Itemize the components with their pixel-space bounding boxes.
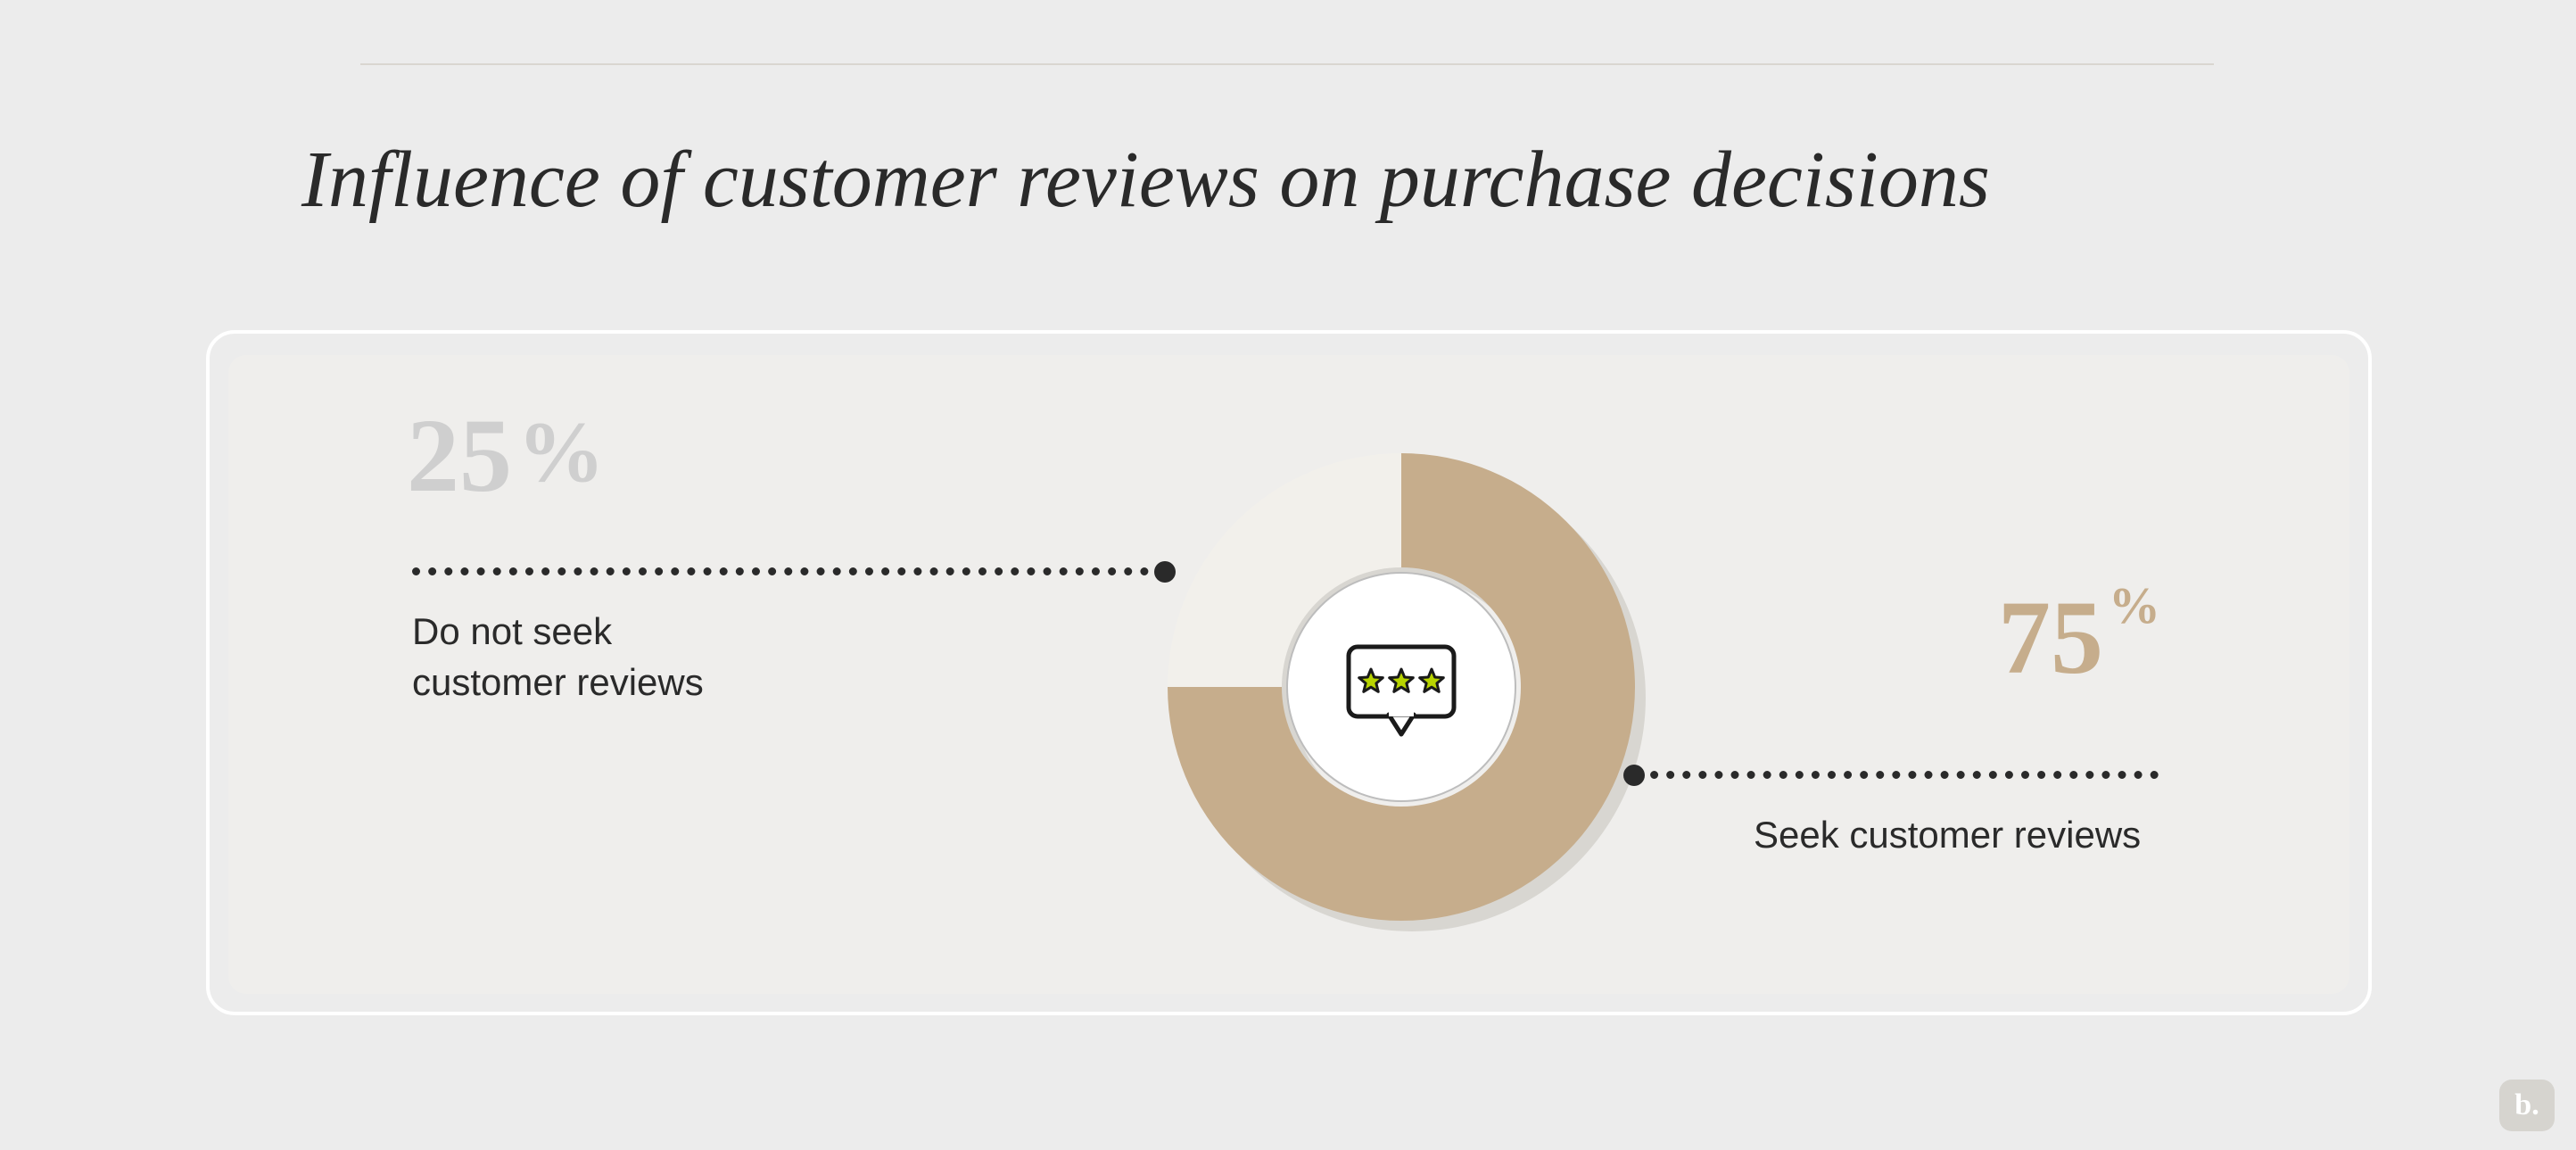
pct-noseek-symbol: % [517, 409, 605, 496]
donut-chart [1150, 435, 1653, 939]
desc-noseek: Do not seek customer reviews [412, 607, 704, 707]
pct-seek: 75% [1998, 585, 2160, 691]
page-title: Influence of customer reviews on purchas… [301, 134, 1990, 226]
leader-line-seek [1634, 771, 2159, 779]
pct-noseek-number: 25 [407, 403, 512, 509]
leader-line-noseek [412, 567, 1165, 575]
pct-noseek: 25% [407, 403, 605, 509]
brand-logo: b. [2499, 1080, 2555, 1131]
pct-seek-symbol: % [2109, 580, 2160, 632]
infographic-canvas: Influence of customer reviews on purchas… [0, 0, 2576, 1150]
desc-seek: Seek customer reviews [1754, 810, 2141, 861]
leader-dot-seek [1623, 765, 1645, 786]
top-divider [360, 63, 2214, 65]
pct-seek-number: 75 [1998, 585, 2103, 691]
